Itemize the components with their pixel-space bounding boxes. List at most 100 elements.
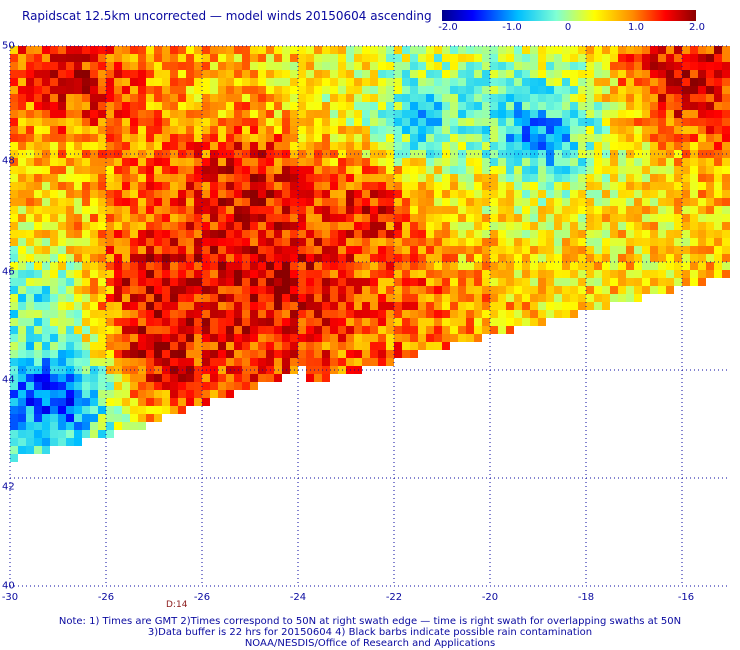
heatmap-cell xyxy=(394,326,402,334)
heatmap-cell xyxy=(218,310,226,318)
heatmap-cell xyxy=(626,158,634,166)
heatmap-cell xyxy=(506,206,514,214)
heatmap-cell xyxy=(242,78,250,86)
heatmap-cell xyxy=(474,158,482,166)
heatmap-cell xyxy=(554,70,562,78)
heatmap-cell xyxy=(434,214,442,222)
heatmap-cell xyxy=(578,70,586,78)
heatmap-cell xyxy=(178,270,186,278)
heatmap-cell xyxy=(194,174,202,182)
heatmap-cell xyxy=(82,414,90,422)
heatmap-cell xyxy=(586,182,594,190)
heatmap-cell xyxy=(170,110,178,118)
heatmap-cell xyxy=(658,134,666,142)
heatmap-cell xyxy=(514,286,522,294)
heatmap-cell xyxy=(114,342,122,350)
heatmap-cell xyxy=(298,278,306,286)
heatmap-cell xyxy=(218,166,226,174)
heatmap-cell xyxy=(74,46,82,54)
heatmap-cell xyxy=(562,46,570,54)
heatmap-cell xyxy=(106,166,114,174)
heatmap-cell xyxy=(394,254,402,262)
heatmap-cell xyxy=(122,110,130,118)
heatmap-cell xyxy=(482,198,490,206)
heatmap-cell xyxy=(330,46,338,54)
heatmap-cell xyxy=(554,310,562,318)
heatmap-cell xyxy=(146,286,154,294)
heatmap-cell xyxy=(506,302,514,310)
heatmap-cell xyxy=(442,318,450,326)
heatmap-cell xyxy=(554,134,562,142)
heatmap-cell xyxy=(370,62,378,70)
heatmap-cell xyxy=(82,230,90,238)
heatmap-cell xyxy=(594,270,602,278)
heatmap-cell xyxy=(114,54,122,62)
heatmap-cell xyxy=(26,278,34,286)
heatmap-cell xyxy=(330,302,338,310)
heatmap-cell xyxy=(146,134,154,142)
heatmap-cell xyxy=(714,206,722,214)
heatmap-cell xyxy=(242,134,250,142)
heatmap-cell xyxy=(106,310,114,318)
heatmap-cell xyxy=(378,206,386,214)
heatmap-cell xyxy=(594,254,602,262)
heatmap-cell xyxy=(554,46,562,54)
heatmap-cell xyxy=(210,142,218,150)
heatmap-cell xyxy=(250,70,258,78)
heatmap-cell xyxy=(642,134,650,142)
heatmap-cell xyxy=(218,342,226,350)
heatmap-cell xyxy=(426,286,434,294)
heatmap-cell xyxy=(98,318,106,326)
heatmap-cell xyxy=(266,102,274,110)
heatmap-cell xyxy=(298,334,306,342)
heatmap-cell xyxy=(50,238,58,246)
heatmap-cell xyxy=(258,222,266,230)
heatmap-cell xyxy=(186,310,194,318)
heatmap-cell xyxy=(122,414,130,422)
heatmap-cell xyxy=(218,46,226,54)
heatmap-cell xyxy=(674,142,682,150)
heatmap-cell xyxy=(706,86,714,94)
heatmap-cell xyxy=(34,334,42,342)
heatmap-cell xyxy=(314,94,322,102)
heatmap-cell xyxy=(90,222,98,230)
heatmap-cell xyxy=(722,134,730,142)
heatmap-cell xyxy=(18,398,26,406)
heatmap-cell xyxy=(258,158,266,166)
heatmap-cell xyxy=(650,174,658,182)
heatmap-cell xyxy=(90,326,98,334)
heatmap-cell xyxy=(26,70,34,78)
heatmap-cell xyxy=(106,278,114,286)
heatmap-cell xyxy=(410,62,418,70)
heatmap-cell xyxy=(690,102,698,110)
heatmap-cell xyxy=(226,142,234,150)
heatmap-cell xyxy=(314,70,322,78)
heatmap-cell xyxy=(386,182,394,190)
heatmap-cell xyxy=(210,318,218,326)
heatmap-cell xyxy=(282,166,290,174)
heatmap-cell xyxy=(274,318,282,326)
heatmap-cell xyxy=(354,230,362,238)
heatmap-cell xyxy=(322,358,330,366)
heatmap-cell xyxy=(50,214,58,222)
heatmap-cell xyxy=(178,358,186,366)
heatmap-cell xyxy=(202,254,210,262)
heatmap-cell xyxy=(298,134,306,142)
heatmap-cell xyxy=(234,62,242,70)
heatmap-cell xyxy=(674,182,682,190)
heatmap-cell xyxy=(50,342,58,350)
heatmap-cell xyxy=(418,246,426,254)
heatmap-cell xyxy=(58,294,66,302)
heatmap-cell xyxy=(450,190,458,198)
heatmap-cell xyxy=(226,134,234,142)
heatmap-cell xyxy=(218,70,226,78)
heatmap-cell xyxy=(130,422,138,430)
heatmap-cell xyxy=(346,310,354,318)
heatmap-cell xyxy=(18,318,26,326)
heatmap-cell xyxy=(82,326,90,334)
heatmap-cell xyxy=(458,286,466,294)
heatmap-cell xyxy=(394,174,402,182)
heatmap-cell xyxy=(210,254,218,262)
heatmap-cell xyxy=(26,390,34,398)
heatmap-cell xyxy=(370,174,378,182)
